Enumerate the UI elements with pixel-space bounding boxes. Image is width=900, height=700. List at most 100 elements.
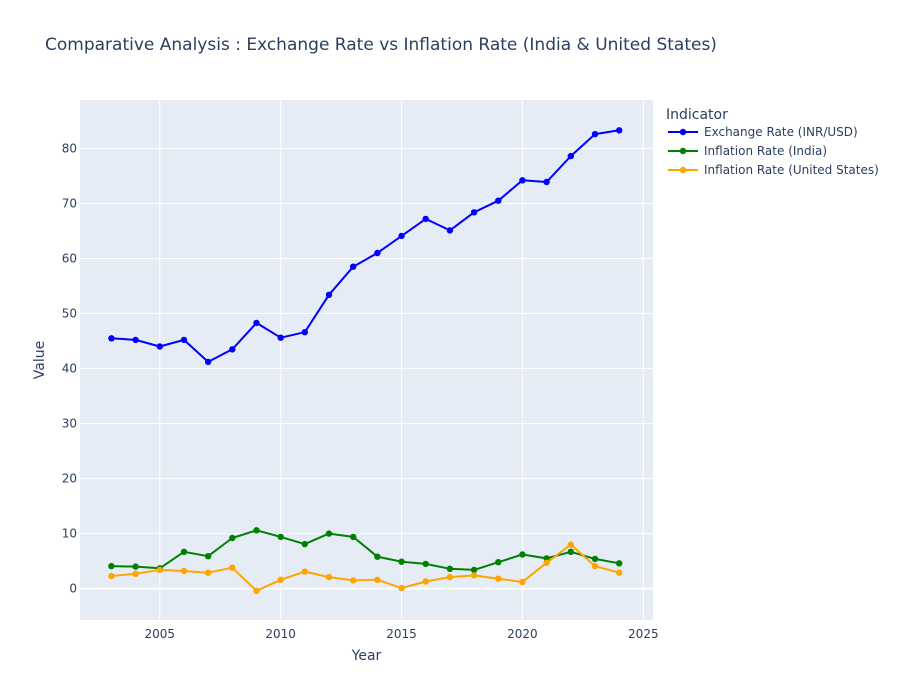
- data-point[interactable]: [495, 197, 502, 204]
- legend-item[interactable]: Exchange Rate (INR/USD): [668, 125, 858, 139]
- data-point[interactable]: [519, 578, 526, 586]
- data-point[interactable]: [470, 209, 478, 216]
- legend[interactable]: Indicator Exchange Rate (INR/USD) Inflati…: [666, 107, 879, 177]
- data-point[interactable]: [422, 578, 429, 585]
- data-point[interactable]: [325, 573, 333, 581]
- legend-title: Indicator: [666, 107, 728, 123]
- y-tick-label: 10: [62, 527, 77, 541]
- data-point[interactable]: [132, 570, 139, 577]
- data-point[interactable]: [519, 177, 526, 184]
- series-line: [111, 529, 620, 571]
- y-tick-label: 40: [62, 362, 77, 376]
- data-point[interactable]: [422, 215, 429, 223]
- data-point[interactable]: [180, 548, 188, 555]
- data-point[interactable]: [446, 573, 454, 581]
- data-point[interactable]: [277, 533, 284, 541]
- data-point[interactable]: [253, 527, 260, 534]
- x-tick-label: 2025: [628, 627, 659, 641]
- data-point[interactable]: [350, 263, 357, 270]
- data-point[interactable]: [616, 569, 623, 576]
- data-point[interactable]: [470, 566, 478, 574]
- data-point[interactable]: [374, 576, 381, 583]
- data-point[interactable]: [495, 559, 502, 566]
- x-tick-label: 2015: [386, 627, 417, 641]
- data-point[interactable]: [350, 577, 357, 584]
- data-point[interactable]: [519, 551, 526, 558]
- data-point[interactable]: [156, 566, 163, 574]
- data-point[interactable]: [156, 343, 163, 350]
- data-point[interactable]: [591, 562, 599, 570]
- data-point[interactable]: [325, 291, 333, 298]
- x-tick-label: 2020: [507, 627, 538, 641]
- data-point[interactable]: [446, 565, 454, 572]
- data-point[interactable]: [180, 336, 188, 344]
- data-point[interactable]: [132, 336, 139, 344]
- legend-label: Inflation Rate (United States): [704, 163, 879, 177]
- series-line: [111, 543, 620, 592]
- data-point[interactable]: [229, 564, 236, 571]
- data-point[interactable]: [567, 548, 574, 555]
- series-2: [108, 541, 623, 594]
- data-point[interactable]: [374, 553, 381, 560]
- data-point[interactable]: [325, 530, 333, 537]
- data-point[interactable]: [446, 227, 454, 234]
- y-tick-labels: 0 10 20 30 40 50 60 70 80: [62, 141, 77, 595]
- y-axis-title: Value: [32, 341, 48, 379]
- legend-item[interactable]: Inflation Rate (India): [668, 144, 827, 158]
- data-point[interactable]: [543, 559, 550, 566]
- data-point[interactable]: [398, 584, 405, 592]
- data-point[interactable]: [398, 232, 405, 240]
- data-point[interactable]: [108, 562, 115, 570]
- data-point[interactable]: [567, 152, 574, 160]
- y-tick-label: 0: [69, 582, 77, 596]
- data-point[interactable]: [204, 358, 212, 366]
- data-point[interactable]: [229, 534, 236, 542]
- series-0: [108, 127, 623, 366]
- legend-label: Exchange Rate (INR/USD): [704, 125, 858, 139]
- data-point[interactable]: [495, 575, 502, 582]
- series-line: [111, 129, 620, 363]
- y-tick-label: 80: [62, 141, 77, 155]
- data-point[interactable]: [301, 329, 308, 336]
- data-point[interactable]: [180, 567, 188, 575]
- data-point[interactable]: [132, 563, 139, 570]
- data-point[interactable]: [301, 568, 308, 575]
- legend-label: Inflation Rate (India): [704, 144, 827, 158]
- data-point[interactable]: [616, 127, 623, 134]
- data-point[interactable]: [229, 346, 236, 353]
- data-point[interactable]: [204, 569, 212, 576]
- data-point[interactable]: [350, 533, 357, 541]
- data-point[interactable]: [301, 540, 308, 548]
- data-point[interactable]: [204, 553, 212, 560]
- plot-area: [80, 100, 653, 620]
- data-point[interactable]: [422, 560, 429, 568]
- legend-item[interactable]: Inflation Rate (United States): [668, 163, 879, 177]
- data-point[interactable]: [108, 335, 115, 342]
- data-point[interactable]: [253, 319, 260, 327]
- data-point[interactable]: [543, 555, 550, 562]
- data-point[interactable]: [108, 572, 115, 580]
- data-point[interactable]: [616, 560, 623, 567]
- y-tick-label: 60: [62, 251, 77, 265]
- y-tick-label: 70: [62, 196, 77, 210]
- series-1: [108, 527, 623, 574]
- data-point[interactable]: [374, 249, 381, 257]
- data-point[interactable]: [277, 576, 284, 583]
- y-tick-label: 30: [62, 417, 77, 431]
- x-axis-title: Year: [351, 648, 382, 664]
- data-point[interactable]: [470, 572, 478, 579]
- x-tick-label: 2010: [265, 627, 296, 641]
- data-point[interactable]: [253, 587, 260, 594]
- data-point[interactable]: [591, 555, 599, 563]
- data-point[interactable]: [591, 130, 599, 138]
- legend-swatch-marker: [679, 128, 687, 136]
- data-point[interactable]: [567, 541, 574, 548]
- y-gridlines: [80, 147, 653, 590]
- data-point[interactable]: [277, 334, 284, 341]
- y-tick-label: 20: [62, 472, 77, 486]
- data-point[interactable]: [543, 178, 550, 186]
- data-point[interactable]: [398, 558, 405, 565]
- y-tick-label: 50: [62, 307, 77, 321]
- legend-swatch-marker: [679, 166, 687, 174]
